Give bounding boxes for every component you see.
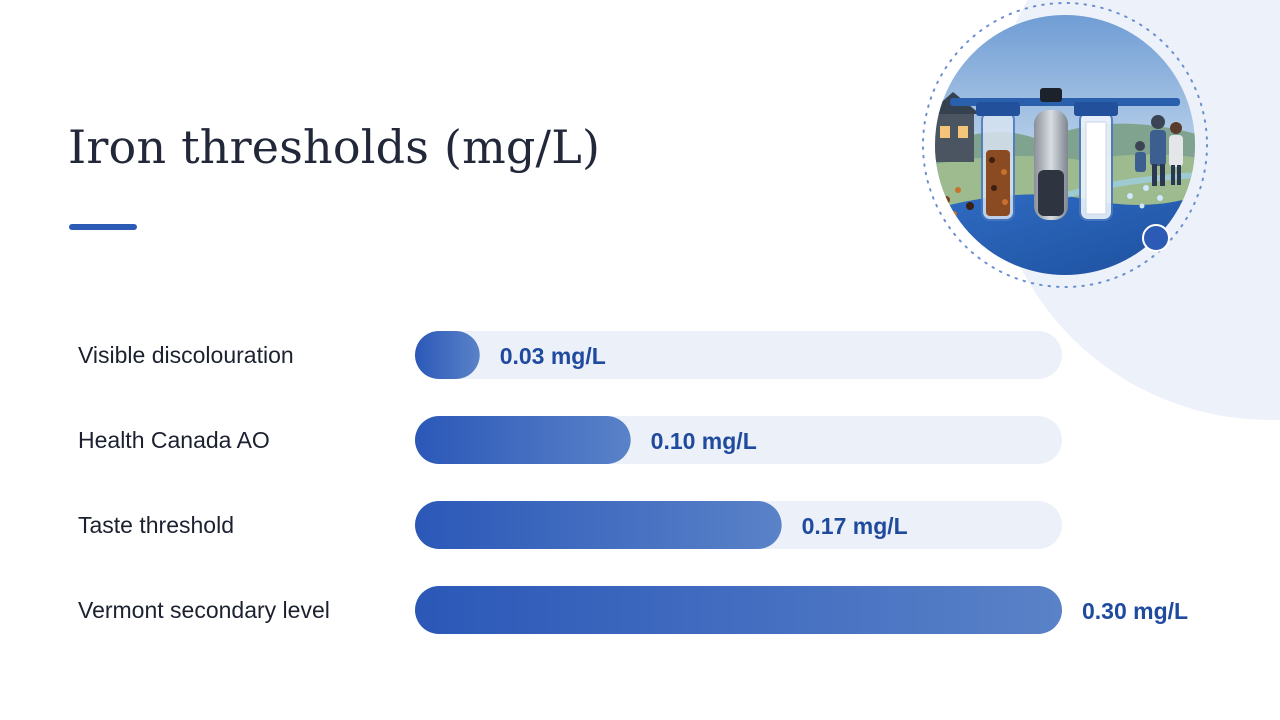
page-title: Iron thresholds (mg/L) <box>68 120 601 174</box>
value-label: 0.03 mg/L <box>500 343 606 369</box>
bar <box>415 501 782 549</box>
water-filter-illustration <box>922 2 1208 288</box>
value-label: 0.10 mg/L <box>651 428 757 454</box>
category-label: Taste threshold <box>78 512 234 538</box>
title-accent-line <box>69 224 137 230</box>
value-label: 0.17 mg/L <box>802 513 908 539</box>
bar <box>415 416 631 464</box>
category-label: Visible discolouration <box>78 342 294 368</box>
bar-track <box>415 331 1062 379</box>
value-label: 0.30 mg/L <box>1082 598 1188 624</box>
bar <box>415 586 1062 634</box>
category-label: Health Canada AO <box>78 427 270 453</box>
category-label: Vermont secondary level <box>78 597 330 623</box>
bar <box>415 331 480 379</box>
